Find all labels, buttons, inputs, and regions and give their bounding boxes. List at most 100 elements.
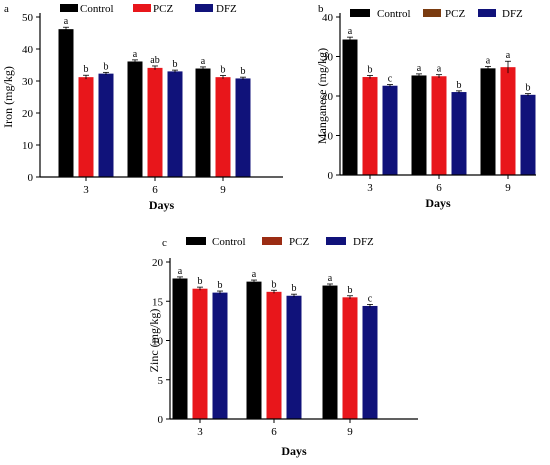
significance-label: b xyxy=(272,279,277,290)
legend-swatch-pcz xyxy=(133,4,151,12)
legend-swatch-control xyxy=(186,237,206,245)
y-tick-label: 20 xyxy=(22,108,34,120)
x-tick-label: 3 xyxy=(367,182,373,194)
x-tick-label: 9 xyxy=(347,426,353,438)
bar-pcz-day-6 xyxy=(266,291,282,419)
y-tick-label: 15 xyxy=(152,296,164,308)
bar-control-day-3 xyxy=(58,29,74,177)
bar-pcz-day-6 xyxy=(431,76,447,175)
bar-control-day-3 xyxy=(172,278,188,419)
significance-label: a xyxy=(252,269,257,280)
bar-control-day-9 xyxy=(480,68,496,175)
significance-label: ab xyxy=(150,55,159,66)
bar-pcz-day-9 xyxy=(500,67,516,175)
chart-panel-b: b Control PCZ DFZ a b c 3 a a b 6 a a b 9 0 10 20 30 40 Manga… xyxy=(315,3,536,210)
significance-label: a xyxy=(417,63,422,74)
y-tick-label: 40 xyxy=(22,44,34,56)
legend-swatch-control xyxy=(350,9,370,17)
x-tick-label: 9 xyxy=(505,182,511,194)
legend-label-dfz: DFZ xyxy=(216,3,237,15)
legend-label-dfz: DFZ xyxy=(502,8,523,20)
bar-control-day-6 xyxy=(127,61,143,178)
significance-label: b xyxy=(292,283,297,294)
legend-swatch-dfz xyxy=(195,4,213,12)
legend-swatch-pcz xyxy=(423,9,441,17)
y-tick-label: 0 xyxy=(328,170,334,182)
y-tick-label: 10 xyxy=(322,131,334,143)
significance-label: b xyxy=(457,80,462,91)
legend-label-control: Control xyxy=(80,3,114,15)
significance-label: b xyxy=(348,285,353,296)
x-axis-label: Days xyxy=(425,196,451,210)
legend-swatch-pcz xyxy=(262,237,282,245)
x-axis-label: Days xyxy=(149,198,175,212)
x-tick-label: 3 xyxy=(83,184,89,196)
significance-label: a xyxy=(486,55,491,66)
significance-label: b xyxy=(104,61,109,72)
bar-dfz-day-9 xyxy=(362,305,378,419)
legend-label-pcz: PCZ xyxy=(445,8,465,20)
x-tick-label: 6 xyxy=(152,184,158,196)
bar-pcz-day-3 xyxy=(78,77,94,177)
y-tick-label: 0 xyxy=(28,172,34,184)
y-tick-label: 20 xyxy=(322,91,334,103)
bar-dfz-day-9 xyxy=(235,78,251,177)
significance-label: a xyxy=(201,56,206,67)
legend-label-dfz: DFZ xyxy=(353,236,374,248)
legend-label-control: Control xyxy=(212,236,246,248)
legend-swatch-dfz xyxy=(478,9,496,17)
significance-label: b xyxy=(368,64,373,75)
bar-control-day-9 xyxy=(322,285,338,419)
bar-dfz-day-6 xyxy=(286,295,302,419)
bar-control-day-6 xyxy=(246,281,262,419)
bar-dfz-day-6 xyxy=(167,71,183,177)
legend-label-pcz: PCZ xyxy=(153,3,173,15)
significance-label: b xyxy=(221,65,226,76)
y-axis-label: Zinc (mg/kg) xyxy=(147,309,161,373)
bar-pcz-day-3 xyxy=(192,288,208,419)
significance-label: a xyxy=(64,16,69,27)
significance-label: b xyxy=(218,280,223,291)
y-tick-label: 30 xyxy=(22,76,34,88)
y-tick-label: 30 xyxy=(322,52,334,64)
x-tick-label: 3 xyxy=(197,426,203,438)
significance-label: c xyxy=(368,293,373,304)
significance-label: b xyxy=(241,66,246,77)
bar-pcz-day-3 xyxy=(362,77,378,175)
bar-control-day-3 xyxy=(342,39,358,175)
significance-label: a xyxy=(348,26,353,37)
bar-dfz-day-3 xyxy=(212,292,228,419)
y-tick-label: 10 xyxy=(152,336,164,348)
legend-label-pcz: PCZ xyxy=(289,236,309,248)
significance-label: a xyxy=(133,49,138,60)
significance-label: a xyxy=(328,273,333,284)
x-tick-label: 6 xyxy=(271,426,277,438)
bar-control-day-9 xyxy=(195,68,211,177)
y-tick-label: 20 xyxy=(152,257,164,269)
significance-label: b xyxy=(173,59,178,70)
bar-pcz-day-9 xyxy=(215,77,231,177)
panel-letter: c xyxy=(162,237,167,249)
bar-dfz-day-3 xyxy=(382,85,398,175)
bar-control-day-6 xyxy=(411,75,427,175)
y-tick-label: 50 xyxy=(22,12,34,24)
x-tick-label: 6 xyxy=(436,182,442,194)
x-tick-label: 9 xyxy=(220,184,226,196)
panel-letter: b xyxy=(318,3,324,15)
significance-label: a xyxy=(506,50,511,61)
y-tick-label: 10 xyxy=(22,140,34,152)
bar-dfz-day-9 xyxy=(520,94,536,175)
significance-label: a xyxy=(178,266,183,277)
significance-label: b xyxy=(526,83,531,94)
bar-dfz-day-3 xyxy=(98,73,114,177)
significance-label: b xyxy=(198,276,203,287)
bar-dfz-day-6 xyxy=(451,92,467,175)
significance-label: b xyxy=(84,64,89,75)
significance-label: a xyxy=(437,64,442,75)
y-tick-label: 40 xyxy=(322,12,334,24)
legend-swatch-dfz xyxy=(326,237,346,245)
panel-letter: a xyxy=(4,3,9,15)
legend-label-control: Control xyxy=(377,8,411,20)
